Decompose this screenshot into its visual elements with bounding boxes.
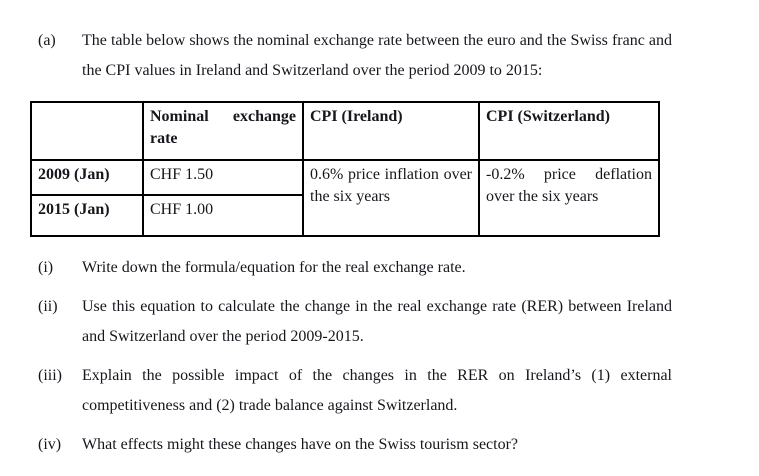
sub-question-ii-text: Use this equation to calculate the chang… (82, 298, 672, 345)
sub-question-iv-label: (iv) (38, 436, 62, 453)
table-row-2009: 2009 (Jan) CHF 1.50 0.6% price inflation… (30, 159, 660, 237)
sub-question-ii: (ii) Use this equation to calculate the … (38, 292, 672, 352)
sub-question-i-text: Write down the formula/equation for the … (82, 259, 466, 276)
question-a-text: The table below shows the nominal exchan… (82, 32, 672, 79)
sub-question-ii-label: (ii) (38, 298, 58, 315)
cpi-ireland-value-cell: 0.6% price inflation over the six years (302, 159, 480, 237)
cpi-switzerland-value-cell: -0.2% price deflation over the six years (478, 159, 660, 237)
question-a: (a) The table below shows the nominal ex… (38, 26, 672, 86)
year-2015-cell: 2015 (Jan) (30, 194, 144, 237)
question-a-label: (a) (38, 32, 56, 49)
sub-question-iii: (iii) Explain the possible impact of the… (38, 361, 672, 421)
sub-question-iv-text: What effects might these changes have on… (82, 436, 519, 453)
sub-question-list: (i) Write down the formula/equation for … (38, 253, 672, 460)
sub-question-iii-label: (iii) (38, 367, 62, 384)
sub-question-iii-text: Explain the possible impact of the chang… (82, 367, 672, 414)
sub-question-iv: (iv) What effects might these changes ha… (38, 430, 672, 460)
table-row-2015: 2015 (Jan) CHF 1.00 (30, 194, 659, 237)
header-blank-cell (30, 101, 144, 161)
header-cpi-ireland: CPI (Ireland) (302, 101, 480, 161)
header-nominal-exchange-rate: Nominal exchange rate (142, 101, 304, 161)
year-2009-cell: 2009 (Jan) (30, 159, 144, 196)
header-cpi-switzerland: CPI (Switzerland) (478, 101, 660, 161)
rate-2009-cell: CHF 1.50 (142, 159, 304, 196)
sub-question-i-label: (i) (38, 259, 54, 276)
table-header-row: Nominal exchange rate CPI (Ireland) CPI … (30, 101, 660, 161)
exchange-rate-table: Nominal exchange rate CPI (Ireland) CPI … (30, 101, 660, 237)
sub-question-i: (i) Write down the formula/equation for … (38, 253, 672, 283)
rate-2015-cell: CHF 1.00 (142, 194, 304, 237)
